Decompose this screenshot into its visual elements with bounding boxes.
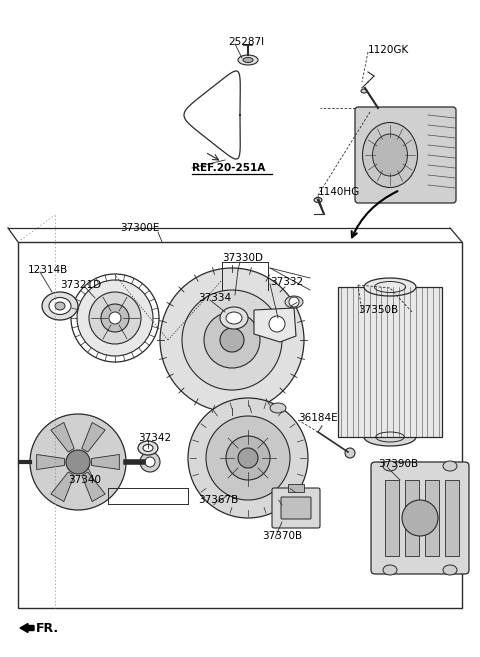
- Ellipse shape: [364, 278, 416, 296]
- Circle shape: [345, 448, 355, 458]
- Ellipse shape: [270, 403, 286, 413]
- Ellipse shape: [55, 302, 65, 310]
- Text: 37342: 37342: [138, 433, 171, 443]
- Ellipse shape: [238, 55, 258, 65]
- Polygon shape: [51, 422, 74, 452]
- FancyBboxPatch shape: [272, 488, 320, 528]
- Bar: [18, 242, 462, 608]
- Text: 37321D: 37321D: [60, 280, 101, 290]
- Text: 37300E: 37300E: [120, 223, 159, 233]
- Polygon shape: [82, 422, 105, 452]
- Ellipse shape: [383, 565, 397, 575]
- Ellipse shape: [443, 565, 457, 575]
- Ellipse shape: [285, 296, 303, 308]
- Circle shape: [77, 280, 153, 356]
- Ellipse shape: [314, 198, 322, 202]
- Text: 37330D: 37330D: [222, 253, 263, 263]
- Ellipse shape: [443, 461, 457, 471]
- Circle shape: [269, 316, 285, 332]
- Circle shape: [30, 414, 126, 510]
- Text: 37334: 37334: [198, 293, 231, 303]
- Circle shape: [145, 457, 155, 467]
- Ellipse shape: [138, 441, 158, 455]
- Bar: [288, 484, 304, 492]
- Ellipse shape: [42, 292, 78, 320]
- Text: 36184E: 36184E: [298, 413, 337, 423]
- Bar: [405, 480, 419, 556]
- Text: 37390B: 37390B: [378, 459, 418, 469]
- Ellipse shape: [49, 298, 71, 315]
- Text: 1140HG: 1140HG: [318, 187, 360, 197]
- Ellipse shape: [361, 89, 367, 93]
- FancyBboxPatch shape: [281, 497, 311, 519]
- Circle shape: [188, 398, 308, 518]
- FancyArrow shape: [20, 623, 34, 633]
- Circle shape: [66, 450, 90, 474]
- Circle shape: [289, 297, 299, 307]
- Circle shape: [160, 268, 304, 412]
- Bar: [445, 480, 459, 556]
- Ellipse shape: [220, 307, 248, 329]
- Circle shape: [182, 290, 282, 390]
- Text: REF.20-251A: REF.20-251A: [192, 163, 265, 173]
- Circle shape: [89, 292, 141, 344]
- Circle shape: [238, 448, 258, 468]
- Text: 37350B: 37350B: [358, 305, 398, 315]
- Circle shape: [402, 500, 438, 536]
- FancyBboxPatch shape: [371, 462, 469, 574]
- Text: 37332: 37332: [270, 277, 303, 287]
- FancyBboxPatch shape: [355, 107, 456, 203]
- Circle shape: [220, 328, 244, 352]
- Ellipse shape: [243, 58, 253, 62]
- Ellipse shape: [364, 428, 416, 446]
- Text: 1120GK: 1120GK: [368, 45, 409, 55]
- Polygon shape: [254, 308, 296, 342]
- Text: FR.: FR.: [36, 622, 59, 635]
- Circle shape: [206, 416, 290, 500]
- Text: 12314B: 12314B: [28, 265, 68, 275]
- Text: 37370B: 37370B: [262, 531, 302, 541]
- Text: 25287I: 25287I: [228, 37, 264, 47]
- Polygon shape: [82, 472, 105, 501]
- Ellipse shape: [226, 312, 242, 324]
- Circle shape: [101, 304, 129, 332]
- Bar: [338, 287, 442, 437]
- Ellipse shape: [362, 122, 418, 187]
- Text: 37340: 37340: [68, 475, 101, 485]
- Ellipse shape: [143, 445, 153, 451]
- Circle shape: [140, 452, 160, 472]
- Circle shape: [226, 436, 270, 480]
- Bar: [385, 480, 399, 556]
- Bar: [425, 480, 439, 556]
- Circle shape: [204, 312, 260, 368]
- Circle shape: [109, 312, 121, 324]
- Ellipse shape: [372, 134, 408, 176]
- Polygon shape: [51, 472, 74, 501]
- Polygon shape: [92, 455, 120, 470]
- Text: 37367B: 37367B: [198, 495, 238, 505]
- Ellipse shape: [383, 461, 397, 471]
- Polygon shape: [36, 455, 64, 470]
